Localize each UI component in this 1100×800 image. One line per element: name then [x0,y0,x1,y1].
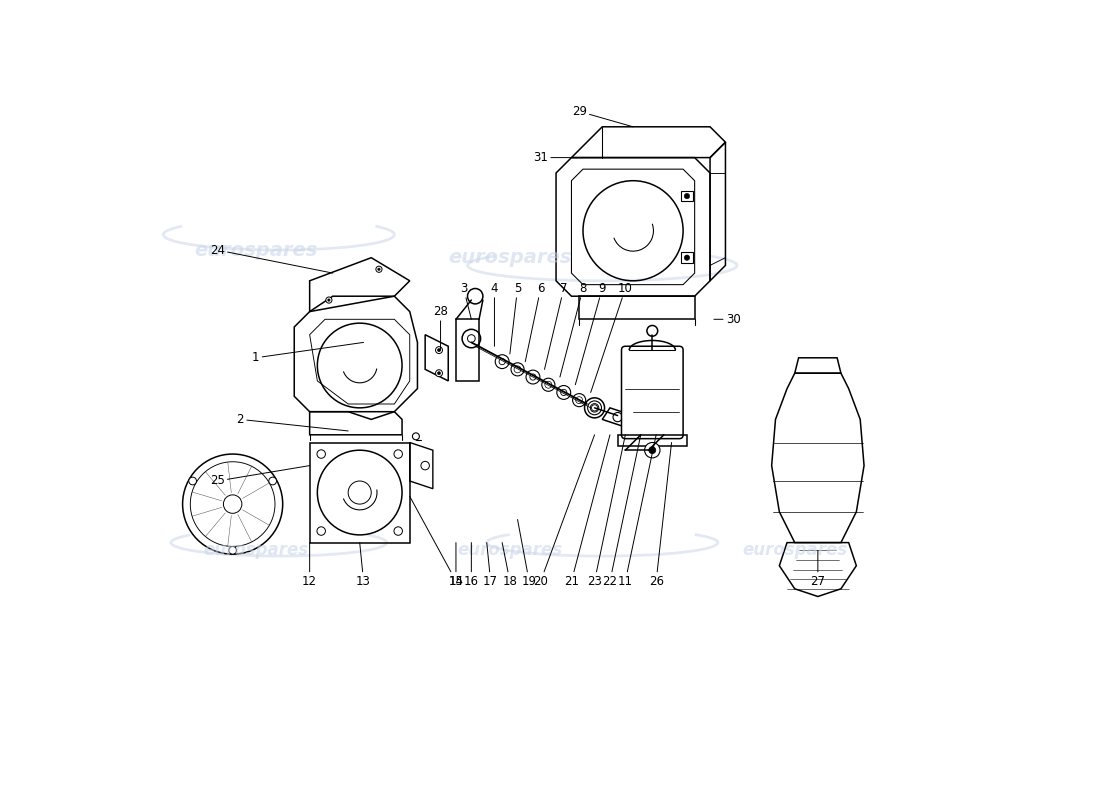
Text: 5: 5 [509,282,521,354]
Text: 15: 15 [449,542,463,587]
Text: 11: 11 [618,435,656,587]
Text: 14: 14 [409,496,463,587]
Circle shape [317,527,326,535]
Circle shape [438,372,440,374]
Text: 27: 27 [811,550,825,587]
Circle shape [499,358,505,365]
Text: 7: 7 [544,282,568,370]
Text: eurospares: eurospares [448,248,572,267]
Text: 13: 13 [356,542,371,587]
Circle shape [573,394,585,406]
Circle shape [526,370,540,384]
Circle shape [328,299,330,302]
Circle shape [561,390,566,395]
Circle shape [684,255,690,260]
Text: 21: 21 [564,435,609,587]
Circle shape [557,386,571,399]
Circle shape [436,346,442,354]
Text: 20: 20 [534,435,594,587]
Text: 30: 30 [714,313,740,326]
Text: 2: 2 [236,413,348,431]
Text: 28: 28 [433,305,448,350]
Circle shape [530,374,536,380]
Text: 3: 3 [460,282,471,319]
Circle shape [512,363,524,376]
Circle shape [326,297,332,303]
Circle shape [189,477,197,485]
FancyBboxPatch shape [681,190,693,202]
Text: eurospares: eurospares [458,542,562,559]
Circle shape [268,477,276,485]
Text: 26: 26 [649,442,671,587]
Circle shape [649,446,656,454]
Text: 1: 1 [252,342,363,364]
Text: 24: 24 [210,243,332,273]
Circle shape [495,354,509,369]
Text: 25: 25 [210,466,310,487]
Circle shape [229,546,236,554]
Text: 12: 12 [302,542,317,587]
FancyBboxPatch shape [621,346,683,438]
Circle shape [394,527,403,535]
Circle shape [436,370,442,377]
Text: 18: 18 [502,542,517,587]
Circle shape [317,450,326,458]
Text: 29: 29 [572,105,634,126]
Circle shape [542,378,554,391]
Text: 10: 10 [591,282,632,393]
Text: 23: 23 [587,435,625,587]
Text: eurospares: eurospares [194,241,318,259]
Text: 31: 31 [534,151,583,164]
Circle shape [645,442,660,458]
Text: eurospares: eurospares [204,542,308,559]
Circle shape [438,349,440,352]
Text: eurospares: eurospares [742,542,847,559]
Text: 9: 9 [575,282,606,385]
Circle shape [421,462,429,470]
Circle shape [647,326,658,336]
Circle shape [587,401,602,414]
Text: 16: 16 [464,542,478,587]
Text: 17: 17 [483,542,498,587]
Text: 6: 6 [526,282,544,362]
Circle shape [376,266,382,272]
FancyBboxPatch shape [681,252,693,263]
Text: 4: 4 [491,282,498,346]
Text: 8: 8 [560,282,586,377]
Circle shape [394,450,403,458]
Circle shape [684,194,690,198]
Circle shape [592,405,597,411]
Text: 22: 22 [603,435,640,587]
Text: 19: 19 [517,519,537,587]
Circle shape [377,268,381,270]
